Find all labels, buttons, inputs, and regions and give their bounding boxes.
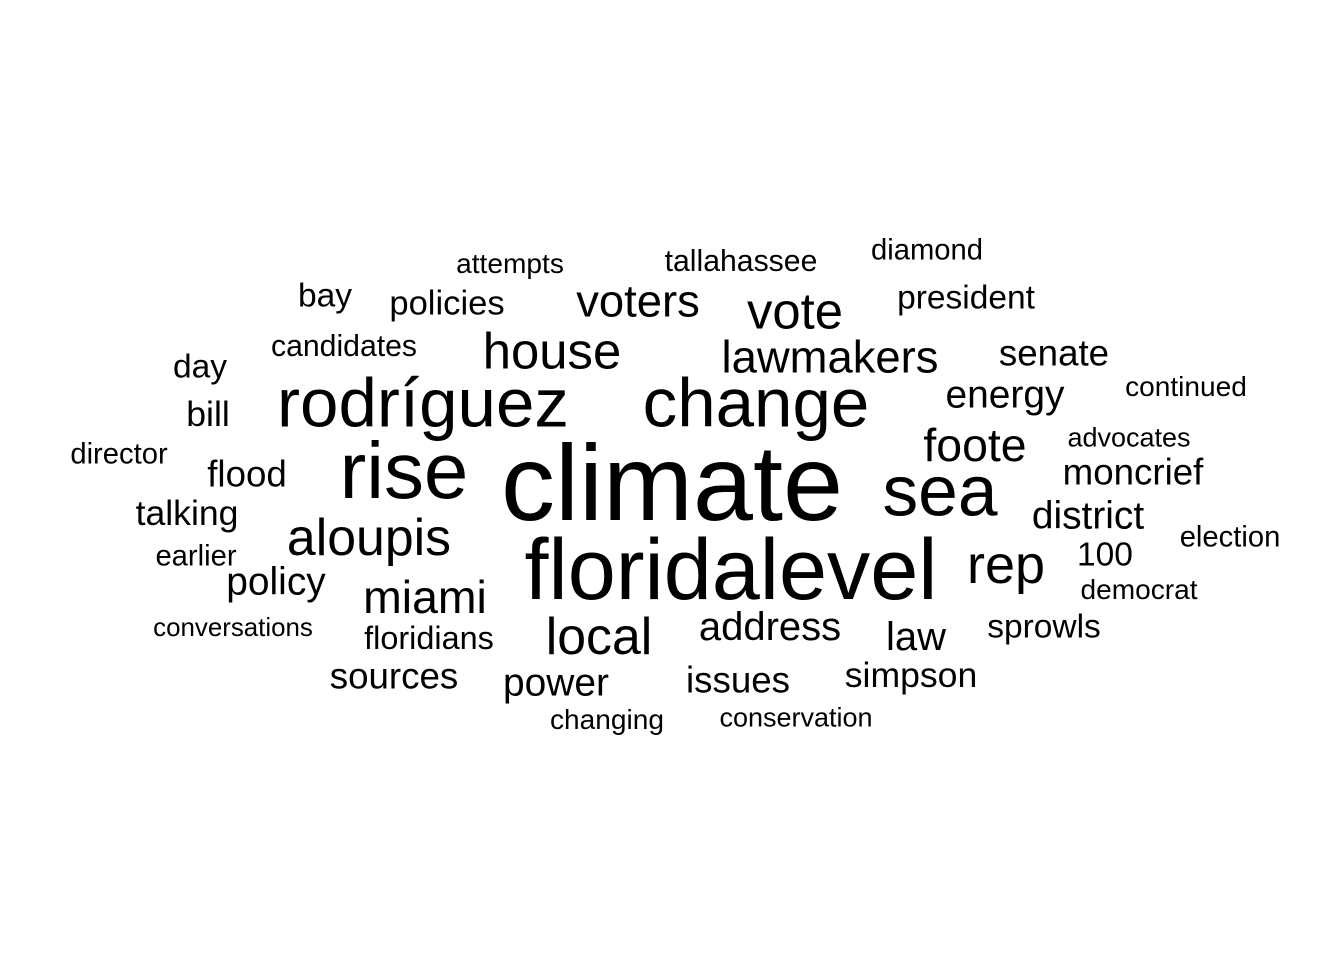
word-director: director bbox=[70, 438, 168, 471]
word-vote: vote bbox=[746, 282, 844, 340]
word-president: president bbox=[897, 279, 1035, 317]
word-sources: sources bbox=[329, 655, 459, 697]
word-attempts: attempts bbox=[456, 247, 564, 279]
word-candidates: candidates bbox=[270, 329, 418, 363]
word-sprowls: sprowls bbox=[987, 608, 1101, 646]
word-conversations: conversations bbox=[153, 614, 313, 643]
word-talking: talking bbox=[135, 493, 239, 534]
word-advocates: advocates bbox=[1067, 422, 1191, 453]
word-aloupis: aloupis bbox=[286, 508, 452, 567]
word-simpson: simpson bbox=[844, 655, 978, 696]
word-diamond: diamond bbox=[871, 234, 983, 267]
word-tallahassee: tallahassee bbox=[664, 244, 818, 278]
word-100: 100 bbox=[1077, 536, 1133, 574]
word-continued: continued bbox=[1125, 370, 1247, 402]
word-district: district bbox=[1031, 494, 1145, 538]
word-power: power bbox=[503, 661, 609, 705]
word-moncrief: moncrief bbox=[1062, 451, 1204, 493]
word-energy: energy bbox=[945, 373, 1065, 417]
word-flood: flood bbox=[207, 453, 287, 495]
word-floridians: floridians bbox=[364, 619, 494, 656]
word-policy: policy bbox=[226, 560, 326, 604]
word-change: change bbox=[642, 363, 870, 442]
word-bay: bay bbox=[297, 277, 353, 315]
word-bill: bill bbox=[186, 394, 230, 435]
word-miami: miami bbox=[363, 570, 487, 623]
word-changing: changing bbox=[549, 703, 665, 735]
word-house: house bbox=[482, 322, 622, 380]
word-address: address bbox=[698, 605, 842, 649]
word-floridalevel: floridalevel bbox=[524, 521, 938, 618]
word-rep: rep bbox=[966, 535, 1046, 595]
word-senate: senate bbox=[998, 332, 1110, 374]
word-policies: policies bbox=[389, 284, 505, 323]
word-earlier: earlier bbox=[155, 540, 237, 573]
word-rodriguez: rodríguez bbox=[277, 363, 569, 442]
word-climate: climate bbox=[500, 422, 844, 543]
word-voters: voters bbox=[576, 275, 700, 327]
word-foote: foote bbox=[923, 418, 1027, 471]
word-local: local bbox=[545, 607, 653, 666]
word-issues: issues bbox=[686, 659, 790, 701]
word-day: day bbox=[172, 348, 228, 386]
word-rise: rise bbox=[339, 426, 469, 516]
word-election: election bbox=[1179, 521, 1281, 554]
word-law: law bbox=[885, 615, 947, 659]
word-sea: sea bbox=[882, 451, 998, 532]
word-lawmakers: lawmakers bbox=[721, 331, 939, 383]
word-democrat: democrat bbox=[1080, 573, 1198, 605]
word-conservation: conservation bbox=[719, 702, 873, 733]
